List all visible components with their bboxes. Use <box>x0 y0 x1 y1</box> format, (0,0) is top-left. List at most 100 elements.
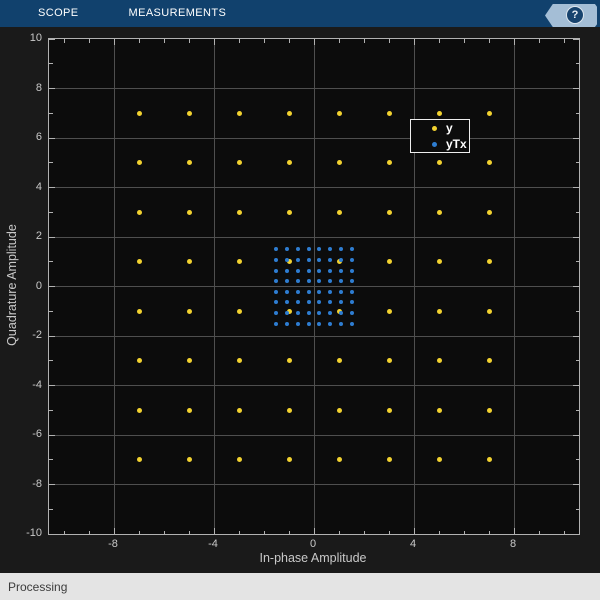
marker-y <box>386 160 392 166</box>
marker-y <box>336 160 342 166</box>
marker-yTx <box>349 257 354 262</box>
axis-tick <box>573 434 579 436</box>
marker-yTx <box>306 257 311 262</box>
axis-tick <box>438 530 440 534</box>
axis-tick <box>49 137 55 139</box>
marker-y <box>286 457 292 463</box>
tab-measurements[interactable]: MEASUREMENTS <box>128 7 227 19</box>
marker-y <box>436 308 442 314</box>
axis-tick <box>438 39 440 43</box>
marker-y <box>236 308 242 314</box>
marker-yTx <box>338 247 343 252</box>
marker-yTx <box>306 311 311 316</box>
marker-yTx <box>338 289 343 294</box>
y-tick-label: 2 <box>35 230 42 242</box>
axis-tick <box>113 39 115 45</box>
marker-yTx <box>285 268 290 273</box>
axis-tick <box>463 530 465 534</box>
axis-tick <box>49 112 53 114</box>
axis-tick <box>49 385 55 386</box>
axis-tick <box>49 162 53 164</box>
axis-tick <box>49 261 53 263</box>
y-tick-label: -6 <box>32 428 42 440</box>
marker-yTx <box>338 268 343 273</box>
axis-tick <box>263 530 265 534</box>
marker-yTx <box>349 268 354 273</box>
axis-tick <box>463 39 465 43</box>
marker-y <box>236 457 242 463</box>
help-button[interactable]: ? <box>545 4 597 27</box>
marker-y <box>486 358 492 364</box>
marker-yTx <box>274 321 279 326</box>
axis-tick <box>573 335 579 337</box>
marker-yTx <box>317 289 322 294</box>
y-tick-label: -8 <box>32 477 42 490</box>
marker-y <box>186 358 192 364</box>
axis-tick <box>49 63 53 65</box>
x-tick-label: 4 <box>409 538 417 550</box>
axis-tick <box>63 39 65 43</box>
axis-tick <box>49 187 55 188</box>
marker-y <box>136 457 142 463</box>
marker-yTx <box>349 311 354 316</box>
marker-yTx <box>285 300 290 305</box>
axis-tick <box>49 310 53 312</box>
marker-yTx <box>328 311 333 316</box>
marker-yTx <box>285 311 290 316</box>
x-tick-label: -8 <box>108 538 118 550</box>
marker-yTx <box>317 279 322 284</box>
marker-y <box>386 209 392 215</box>
axis-tick <box>163 530 165 534</box>
marker-y <box>486 209 492 215</box>
x-tick-label: 0 <box>309 538 317 550</box>
marker-yTx <box>306 247 311 252</box>
x-axis-label: In-phase Amplitude <box>259 551 367 565</box>
marker-yTx <box>306 268 311 273</box>
axis-tick <box>575 508 579 510</box>
marker-yTx <box>285 321 290 326</box>
marker-y <box>186 110 192 116</box>
marker-y <box>286 308 292 314</box>
axis-tick <box>575 409 579 411</box>
marker-yTx <box>317 268 322 273</box>
marker-y <box>386 457 392 463</box>
axis-tick <box>575 360 579 362</box>
y-tick-label: 6 <box>35 131 42 143</box>
marker-y <box>136 160 142 166</box>
marker-yTx <box>328 268 333 273</box>
plot-area[interactable] <box>48 38 580 535</box>
axis-tick <box>338 530 340 534</box>
marker-y <box>236 209 242 215</box>
marker-yTx <box>285 247 290 252</box>
marker-yTx <box>274 257 279 262</box>
marker-yTx <box>285 289 290 294</box>
y-tick-label: 10 <box>29 32 42 44</box>
marker-y <box>236 407 242 413</box>
axis-tick <box>49 409 53 411</box>
marker-y <box>386 259 392 265</box>
marker-yTx <box>317 300 322 305</box>
marker-y <box>336 209 342 215</box>
marker-yTx <box>274 268 279 273</box>
axis-tick <box>573 385 579 386</box>
tab-scope[interactable]: SCOPE <box>38 7 79 19</box>
marker-yTx <box>295 268 300 273</box>
legend[interactable]: y yTx <box>410 119 470 153</box>
axis-tick <box>575 310 579 312</box>
marker-yTx <box>285 279 290 284</box>
marker-y <box>236 110 242 116</box>
axis-tick <box>49 236 55 238</box>
marker-y <box>186 407 192 413</box>
x-tick-label: 8 <box>509 538 517 550</box>
marker-y <box>286 259 292 265</box>
marker-y <box>386 110 392 116</box>
marker-y <box>186 160 192 166</box>
marker-y <box>386 358 392 364</box>
gridline-horizontal <box>49 484 579 485</box>
marker-yTx <box>274 289 279 294</box>
marker-y <box>436 407 442 413</box>
legend-item-y: y <box>411 121 469 135</box>
axis-tick <box>313 39 315 45</box>
axis-tick <box>49 335 55 337</box>
marker-yTx <box>295 289 300 294</box>
